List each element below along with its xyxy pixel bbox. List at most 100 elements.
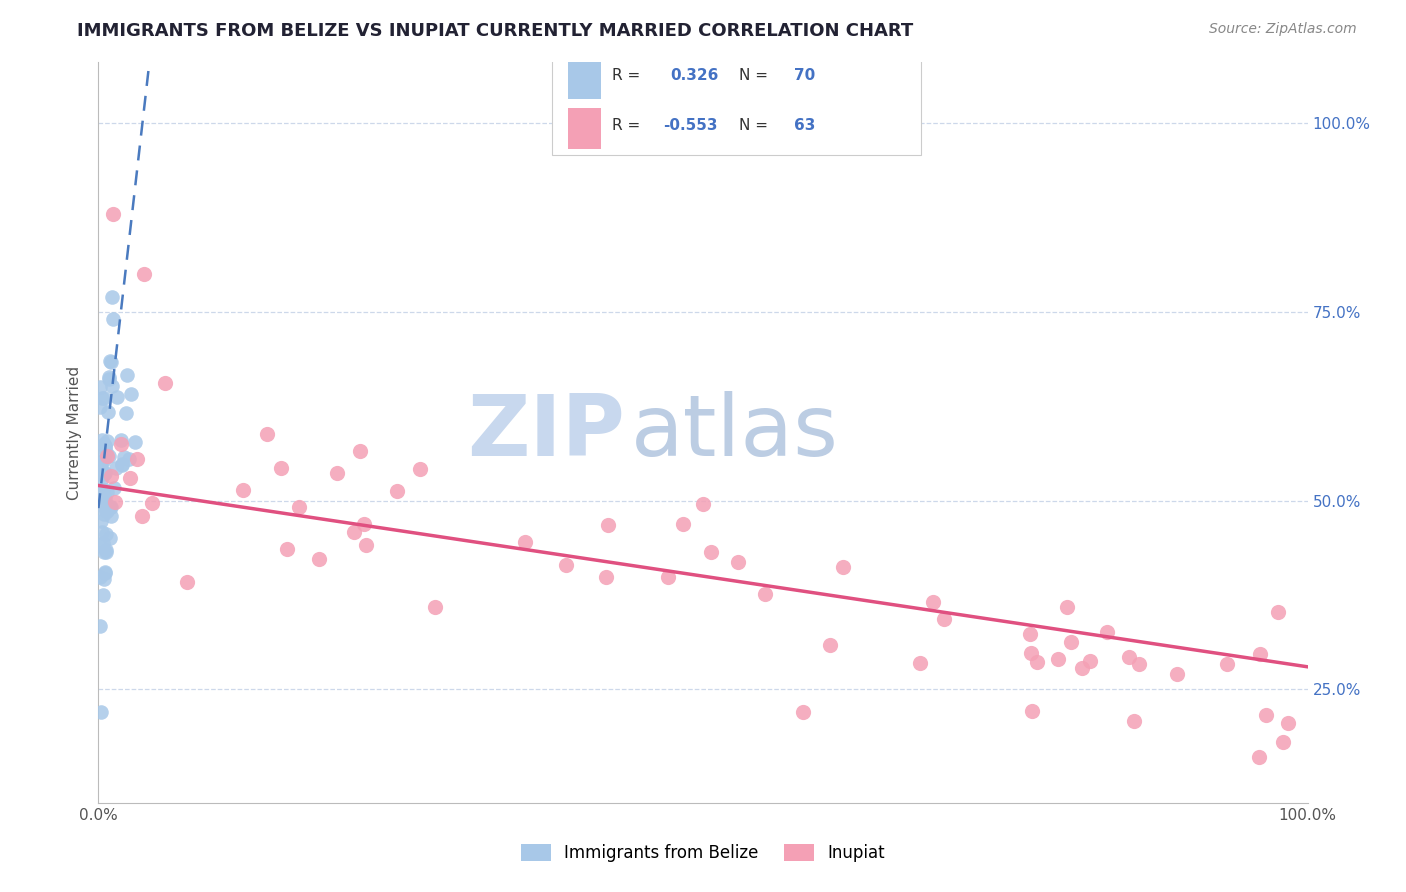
Point	[100, 290, 122, 304]
Legend: Immigrants from Belize, Inupiat: Immigrants from Belize, Inupiat	[515, 837, 891, 869]
Point	[727, 555, 749, 569]
Point	[94, 565, 117, 579]
Point	[89, 538, 111, 552]
Text: IMMIGRANTS FROM BELIZE VS INUPIAT CURRENTLY MARRIED CORRELATION CHART: IMMIGRANTS FROM BELIZE VS INUPIAT CURREN…	[77, 22, 914, 40]
Point	[93, 436, 115, 450]
Point	[408, 462, 430, 476]
Point	[385, 483, 408, 498]
Point	[111, 458, 134, 472]
Point	[1060, 634, 1083, 648]
Point	[1249, 750, 1271, 764]
Point	[596, 518, 619, 533]
Point	[124, 434, 146, 449]
Point	[94, 545, 117, 559]
Point	[155, 376, 177, 390]
Point	[98, 372, 121, 386]
Point	[276, 541, 298, 556]
Point	[91, 483, 114, 498]
Point	[117, 368, 139, 382]
Point	[110, 434, 132, 448]
Point	[1021, 646, 1043, 660]
Point	[131, 508, 153, 523]
Text: 63: 63	[793, 118, 815, 133]
Point	[672, 516, 695, 531]
Point	[1122, 714, 1144, 728]
Text: -0.553: -0.553	[664, 118, 717, 133]
Point	[93, 572, 115, 586]
Point	[922, 595, 945, 609]
Point	[89, 497, 111, 511]
Point	[91, 536, 114, 550]
Text: ZIP: ZIP	[467, 391, 624, 475]
FancyBboxPatch shape	[551, 52, 921, 155]
Point	[90, 525, 112, 540]
Point	[93, 392, 115, 406]
Point	[105, 461, 128, 475]
FancyBboxPatch shape	[568, 58, 602, 99]
Point	[100, 500, 122, 514]
Point	[97, 449, 120, 463]
FancyBboxPatch shape	[568, 108, 602, 149]
Point	[1056, 599, 1078, 614]
Point	[232, 483, 254, 498]
Point	[89, 485, 111, 500]
Point	[1249, 647, 1271, 661]
Point	[820, 638, 842, 652]
Point	[110, 436, 132, 450]
Point	[117, 452, 139, 467]
Point	[96, 434, 118, 449]
Point	[91, 491, 114, 505]
Point	[343, 524, 366, 539]
Point	[100, 468, 122, 483]
Point	[93, 467, 115, 481]
Point	[1256, 708, 1278, 723]
Point	[176, 574, 198, 589]
Point	[91, 588, 114, 602]
Point	[141, 496, 163, 510]
Point	[91, 482, 114, 496]
Point	[91, 433, 114, 447]
Point	[934, 612, 956, 626]
Point	[1267, 605, 1289, 619]
Point	[94, 439, 117, 453]
Point	[98, 353, 121, 368]
Point	[94, 445, 117, 459]
Point	[90, 391, 112, 405]
Point	[98, 370, 121, 384]
Text: N =: N =	[740, 68, 773, 83]
Point	[1216, 657, 1239, 672]
Point	[1272, 735, 1295, 749]
Point	[832, 560, 855, 574]
Point	[93, 494, 115, 508]
Point	[1097, 625, 1119, 640]
Point	[105, 390, 128, 404]
Point	[700, 545, 723, 559]
Point	[1021, 704, 1043, 718]
Point	[127, 451, 149, 466]
Point	[308, 552, 330, 566]
Point	[89, 619, 111, 633]
Point	[595, 569, 617, 583]
Point	[91, 465, 114, 479]
Point	[326, 466, 349, 480]
Point	[93, 467, 115, 482]
Point	[353, 517, 375, 532]
Text: R =: R =	[613, 118, 645, 133]
Point	[115, 406, 138, 420]
Point	[101, 379, 124, 393]
Text: R =: R =	[613, 68, 645, 83]
Point	[103, 481, 125, 495]
Point	[100, 509, 122, 524]
Point	[104, 495, 127, 509]
Point	[120, 387, 142, 401]
Point	[89, 379, 111, 393]
Point	[96, 449, 118, 463]
Point	[1118, 650, 1140, 665]
Point	[90, 514, 112, 528]
Point	[1078, 654, 1101, 668]
Point	[1047, 652, 1070, 666]
Point	[101, 312, 124, 326]
Point	[288, 500, 311, 515]
Point	[94, 503, 117, 517]
Point	[100, 500, 122, 515]
